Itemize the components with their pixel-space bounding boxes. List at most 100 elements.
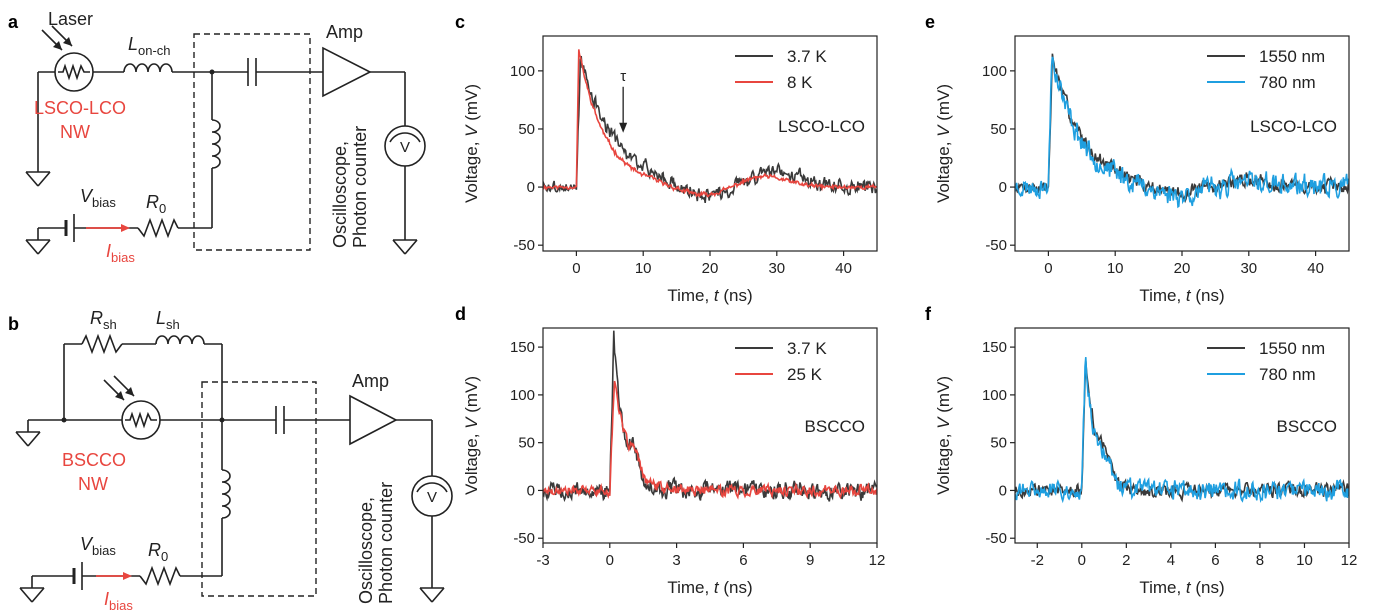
panel-letter-d: d (455, 304, 466, 324)
battery-icon (64, 214, 75, 242)
x-axis-title-d: Time, t (ns) (667, 578, 752, 597)
sample-label-d: BSCCO (805, 417, 865, 436)
y-tick-label-f-0: -50 (985, 530, 1007, 547)
panel-letter-c: c (455, 12, 465, 32)
nanowire-detector-icon (121, 400, 161, 440)
y-tick-label-d-1: 0 (527, 482, 535, 499)
ground-icon (19, 587, 45, 603)
resistor-shunt-icon (81, 333, 123, 355)
tau-arrowhead-c (619, 122, 628, 133)
chart-f: f -2 0 2 4 6 8 10 12 -50 0 50 100 150 Time, t (ns) Volt… (925, 304, 1357, 597)
legend-label-f-1: 780 nm (1259, 365, 1316, 384)
amplifier-icon (322, 46, 372, 98)
amp-label: Amp (326, 22, 363, 42)
vbias-label: Vbias (80, 186, 116, 210)
inductor-on-chip-icon (123, 63, 173, 73)
panel-letter-a: a (8, 12, 19, 32)
bias-tee-box (193, 33, 311, 251)
ground-icon (419, 587, 445, 603)
legend-label-d-1: 25 K (787, 365, 823, 384)
y-tick-label-f-4: 150 (982, 339, 1007, 356)
lsh-label: Lsh (156, 308, 180, 332)
series-line-c-1 (543, 49, 877, 198)
vbias-label: Vbias (80, 534, 116, 558)
ground-icon (25, 239, 51, 255)
bias-tee-box (201, 381, 317, 597)
x-tick-label-d-1: 0 (606, 552, 614, 569)
y-tick-label-c-0: -50 (513, 237, 535, 254)
x-tick-label-c-0: 0 (572, 260, 580, 277)
x-tick-label-c-4: 40 (835, 260, 852, 277)
readout-label-line2: Photon counter (350, 126, 370, 248)
x-tick-label-c-1: 10 (635, 260, 652, 277)
legend-label-e-1: 780 nm (1259, 73, 1316, 92)
plot-frame-d (542, 327, 878, 544)
bias-current-arrow-icon (96, 572, 132, 580)
y-tick-label-e-3: 100 (982, 63, 1007, 80)
chart-e: e 0 10 20 30 40 -50 0 50 100 Time, t (ns) Voltage, … (925, 12, 1350, 305)
y-axis-title-c: Voltage, V (mV) (462, 84, 481, 203)
inductor-biastee-icon (221, 469, 231, 519)
rsh-label: Rsh (90, 308, 117, 332)
nanowire-detector-icon (54, 52, 94, 92)
ground-icon (25, 171, 51, 187)
inductor-label: Lon-ch (128, 34, 171, 58)
x-tick-label-e-0: 0 (1044, 260, 1052, 277)
y-tick-label-e-1: 0 (999, 179, 1007, 196)
capacitor-icon (247, 58, 257, 86)
battery-icon (72, 562, 83, 590)
panel-letter-f: f (925, 304, 932, 324)
y-tick-label-f-2: 50 (990, 435, 1007, 452)
ground-icon (392, 239, 418, 255)
device-label-line2: NW (78, 474, 108, 494)
y-axis-title-f: Voltage, V (mV) (934, 376, 953, 495)
chart-c: c 0 10 20 30 40 -50 0 50 100 Time, t (ns) Voltage, … (455, 12, 878, 305)
sample-label-c: LSCO-LCO (778, 117, 865, 136)
legend-label-c-0: 3.7 K (787, 47, 827, 66)
svg-text:V: V (400, 139, 410, 156)
y-tick-label-f-3: 100 (982, 387, 1007, 404)
x-tick-label-d-4: 9 (806, 552, 814, 569)
y-axis-title-d: Voltage, V (mV) (462, 376, 481, 495)
voltmeter-icon: V (384, 125, 426, 167)
x-tick-label-f-1: 0 (1078, 552, 1086, 569)
y-tick-label-c-3: 100 (510, 63, 535, 80)
x-tick-label-d-3: 6 (739, 552, 747, 569)
laser-arrows-icon (41, 25, 73, 51)
inductor-biastee-icon (211, 119, 221, 169)
legend-label-f-0: 1550 nm (1259, 339, 1325, 358)
legend-label-c-1: 8 K (787, 73, 813, 92)
series-line-d-1 (543, 380, 877, 500)
legend-label-e-0: 1550 nm (1259, 47, 1325, 66)
x-axis-title-f: Time, t (ns) (1139, 578, 1224, 597)
laser-arrows-icon (103, 375, 135, 401)
tau-label-c: τ (620, 68, 626, 85)
panel-letter-e: e (925, 12, 935, 32)
x-tick-label-d-0: -3 (536, 552, 549, 569)
inductor-shunt-icon (155, 335, 205, 345)
svg-text:V: V (427, 489, 437, 506)
chart-d: d -3 0 3 6 9 12 -50 0 50 100 150 Time, t (ns) Voltage… (455, 304, 885, 597)
y-tick-label-d-0: -50 (513, 530, 535, 547)
resistor-r0-icon (137, 217, 179, 239)
device-label-line1: LSCO-LCO (34, 98, 126, 118)
r0-label: R0 (146, 192, 166, 216)
y-axis-title-e: Voltage, V (mV) (934, 84, 953, 203)
x-axis-title-e: Time, t (ns) (1139, 286, 1224, 305)
y-tick-label-e-0: -50 (985, 237, 1007, 254)
x-tick-label-e-2: 20 (1174, 260, 1191, 277)
device-label-line2: NW (60, 122, 90, 142)
y-tick-label-d-3: 100 (510, 387, 535, 404)
x-tick-label-f-2: 2 (1122, 552, 1130, 569)
resistor-r0-icon (139, 565, 181, 587)
x-tick-label-f-7: 12 (1341, 552, 1358, 569)
legend-label-d-0: 3.7 K (787, 339, 827, 358)
x-tick-label-f-4: 6 (1211, 552, 1219, 569)
plot-frame-c (542, 35, 878, 252)
x-tick-label-e-4: 40 (1307, 260, 1324, 277)
sample-label-e: LSCO-LCO (1250, 117, 1337, 136)
y-tick-label-e-2: 50 (990, 121, 1007, 138)
x-tick-label-d-2: 3 (672, 552, 680, 569)
series-line-f-1 (1015, 357, 1349, 504)
